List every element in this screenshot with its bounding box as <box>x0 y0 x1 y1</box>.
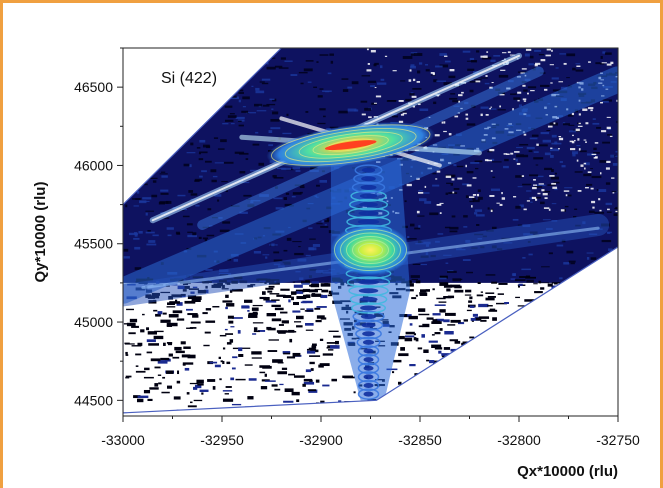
x-tick-label: -32950 <box>200 432 244 448</box>
scan-region-outline <box>123 48 618 414</box>
y-tick-label: 45500 <box>74 236 113 252</box>
y-tick-label: 46500 <box>74 79 113 95</box>
substrate-peak <box>330 224 411 277</box>
peaks <box>266 122 435 277</box>
x-tick-label: -33000 <box>101 432 145 448</box>
x-tick-label: -32850 <box>398 432 442 448</box>
plot-area <box>123 48 618 414</box>
x-axis: -33000 -32950 -32900 -32850 -32800 -32750 <box>101 416 640 448</box>
x-tick-label: -32900 <box>299 432 343 448</box>
y-axis-label: Qy*10000 (rlu) <box>32 182 49 283</box>
y-tick-label: 46000 <box>74 157 113 173</box>
x-axis-label: Qx*10000 (rlu) <box>517 463 618 480</box>
x-tick-label: -32800 <box>497 432 541 448</box>
y-tick-label: 44500 <box>74 392 113 408</box>
x-tick-label: -32750 <box>596 432 640 448</box>
rsm-chart: -33000 -32950 -32900 -32850 -32800 -32750 445… <box>32 47 640 480</box>
y-axis: 44500 45000 45500 46000 46500 <box>74 47 123 408</box>
y-tick-label: 45000 <box>74 314 113 330</box>
sample-annotation: Si (422) <box>161 70 217 87</box>
